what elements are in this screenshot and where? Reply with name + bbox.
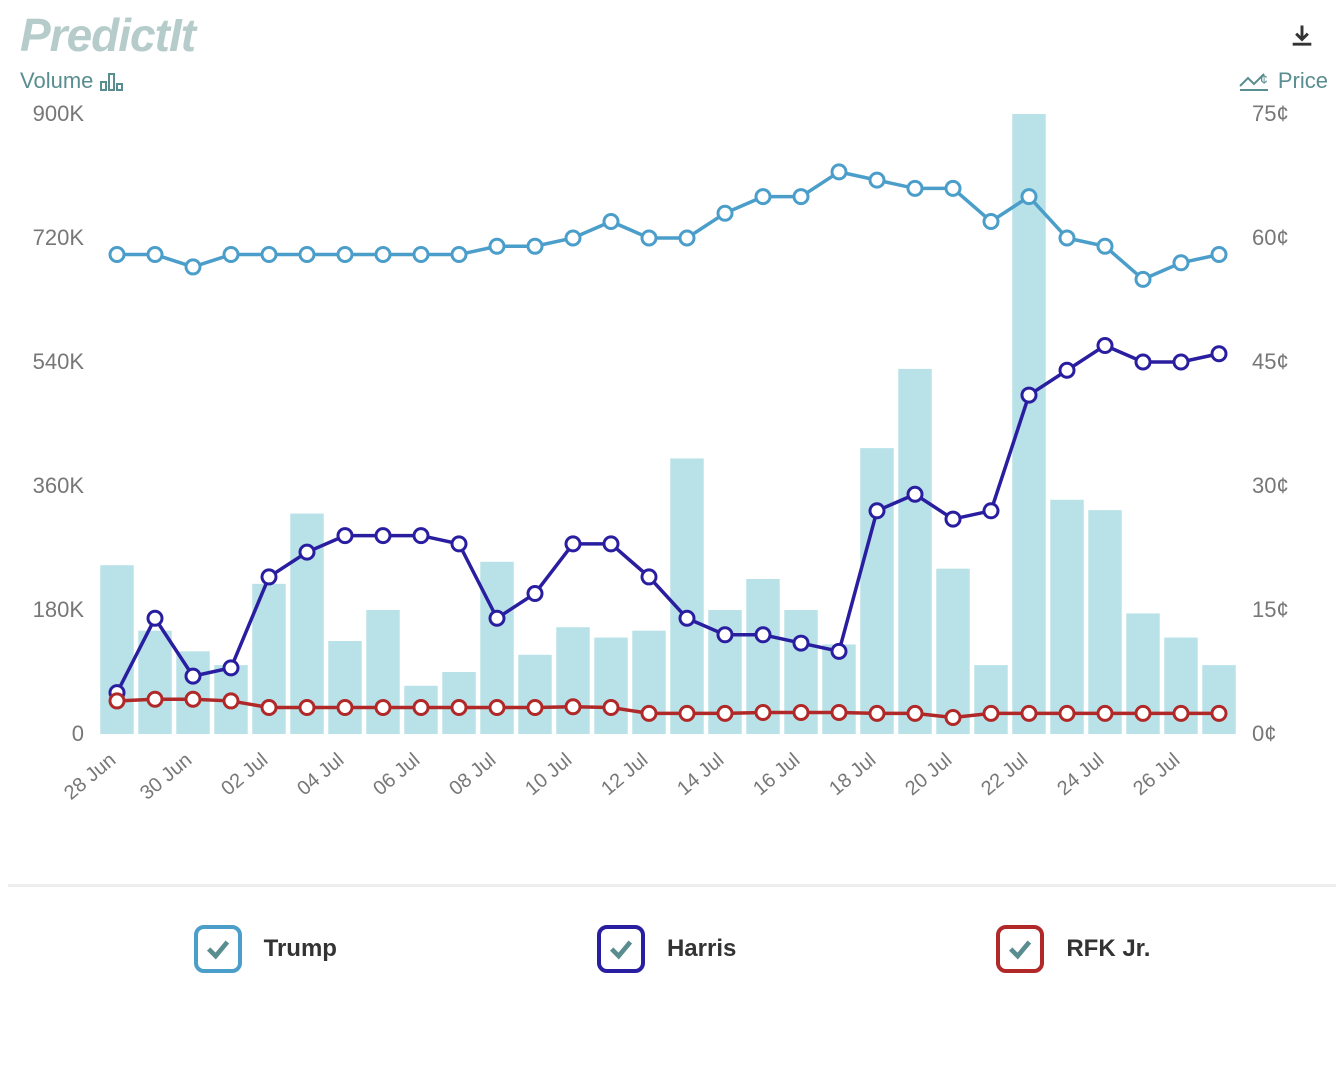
svg-text:30¢: 30¢ (1252, 473, 1289, 498)
legend-checkbox-harris[interactable] (597, 925, 645, 973)
price-axis-label: ¢ Price (1238, 68, 1328, 94)
svg-text:18 Jul: 18 Jul (825, 749, 880, 800)
svg-text:16 Jul: 16 Jul (749, 749, 804, 800)
svg-text:75¢: 75¢ (1252, 101, 1289, 126)
svg-text:12 Jul: 12 Jul (597, 749, 652, 800)
logo: PredictIt (20, 8, 195, 62)
svg-text:24 Jul: 24 Jul (1053, 749, 1108, 800)
svg-text:60¢: 60¢ (1252, 225, 1289, 250)
chart-area: 0 180K 360K 540K 720K 900K 0¢ 15¢ 30¢ 45¢ 60¢ 75¢ 28… (8, 94, 1336, 854)
chart-svg: 0 180K 360K 540K 720K 900K 0¢ 15¢ 30¢ 45¢ 60¢ 75¢ 28… (8, 94, 1336, 854)
download-icon[interactable] (1288, 22, 1316, 57)
svg-text:15¢: 15¢ (1252, 597, 1289, 622)
svg-text:360K: 360K (33, 473, 85, 498)
legend: Trump Harris RFK Jr. (8, 884, 1336, 973)
svg-text:28 Jun: 28 Jun (60, 749, 120, 804)
legend-label: RFK Jr. (1066, 935, 1150, 963)
svg-text:900K: 900K (33, 101, 85, 126)
price-label-text: Price (1278, 68, 1328, 94)
legend-label: Harris (667, 935, 736, 963)
axis-labels-row: Volume ¢ Price (8, 62, 1336, 94)
legend-checkbox-trump[interactable] (194, 925, 242, 973)
chart-container: PredictIt Volume ¢ Price (8, 8, 1336, 1060)
line-chart-icon: ¢ (1238, 70, 1272, 92)
svg-text:10 Jul: 10 Jul (521, 749, 576, 800)
svg-text:08 Jul: 08 Jul (445, 749, 500, 800)
svg-text:20 Jul: 20 Jul (901, 749, 956, 800)
svg-text:45¢: 45¢ (1252, 349, 1289, 374)
svg-text:30 Jun: 30 Jun (136, 749, 196, 804)
svg-text:22 Jul: 22 Jul (977, 749, 1032, 800)
svg-text:¢: ¢ (1260, 71, 1268, 87)
volume-axis-label: Volume (20, 68, 127, 94)
legend-item-trump: Trump (194, 925, 337, 973)
svg-text:720K: 720K (33, 225, 85, 250)
svg-text:06 Jul: 06 Jul (369, 749, 424, 800)
svg-text:02 Jul: 02 Jul (217, 749, 272, 800)
svg-text:180K: 180K (33, 597, 85, 622)
svg-text:0¢: 0¢ (1252, 721, 1276, 746)
legend-item-harris: Harris (597, 925, 736, 973)
legend-checkbox-rfk[interactable] (996, 925, 1044, 973)
bar-chart-icon (99, 70, 127, 92)
topbar: PredictIt (8, 8, 1336, 62)
svg-text:0: 0 (72, 721, 84, 746)
legend-item-rfk: RFK Jr. (996, 925, 1150, 973)
legend-label: Trump (264, 935, 337, 963)
svg-text:14 Jul: 14 Jul (673, 749, 728, 800)
svg-text:26 Jul: 26 Jul (1129, 749, 1184, 800)
svg-text:540K: 540K (33, 349, 85, 374)
svg-text:04 Jul: 04 Jul (293, 749, 348, 800)
volume-label-text: Volume (20, 68, 93, 94)
